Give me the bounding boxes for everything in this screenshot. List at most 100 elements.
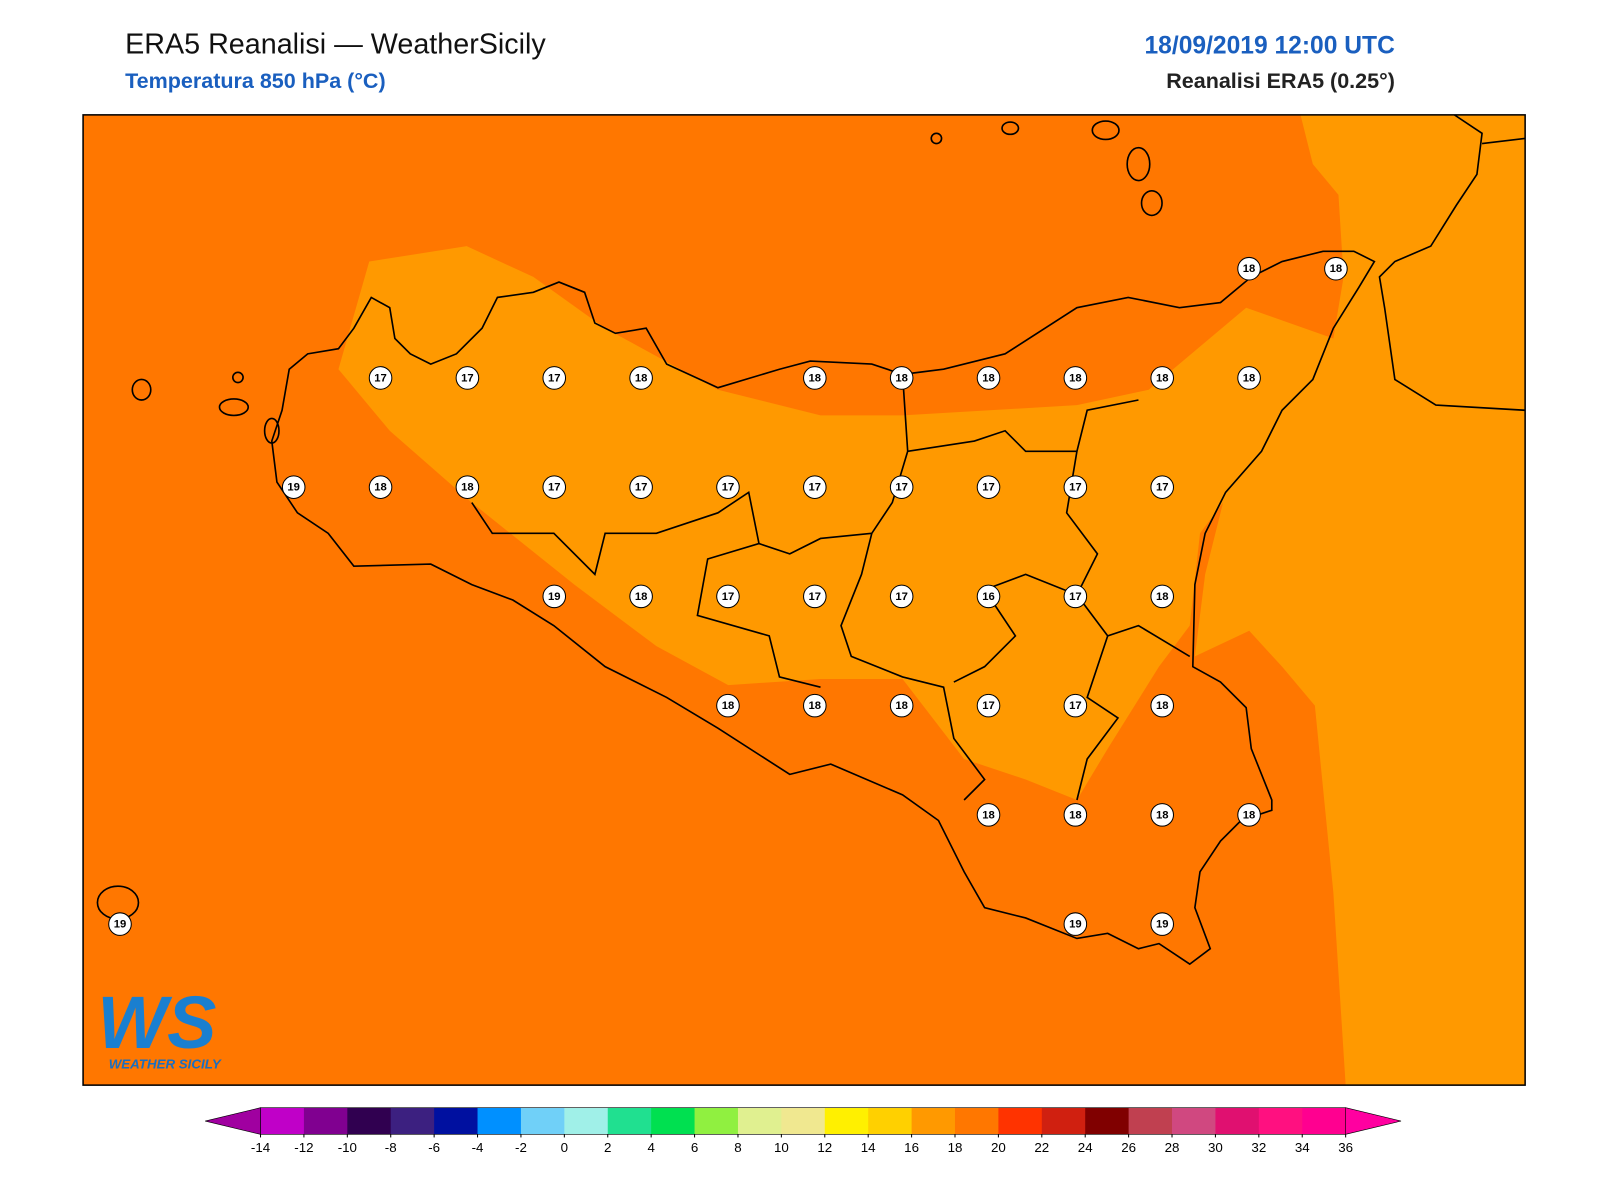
colorbar-tick-label: -8 [385,1140,397,1155]
station-value: 18 [982,372,995,384]
station-marker [976,366,1001,390]
station-value: 19 [287,482,300,494]
colorbar-box [868,1107,913,1135]
station: 17 [1063,693,1088,718]
colorbar-box [1041,1107,1086,1135]
station-value: 17 [1156,482,1169,494]
station: 19 [108,912,132,936]
station: 17 [1150,475,1175,499]
station-marker [803,475,827,499]
station-value: 18 [374,482,387,494]
station-value: 17 [548,372,561,384]
station-marker [542,584,567,609]
station-value: 19 [114,919,127,931]
station-marker [889,366,914,390]
colorbar-box [1302,1107,1347,1135]
station-value: 18 [982,809,995,821]
colorbar-tick-label: 24 [1078,1140,1093,1155]
station-value: 18 [895,700,908,712]
station-marker [629,584,653,609]
colorbar-box [824,1107,869,1135]
source: Reanalisi ERA5 (0.25°) [1166,69,1395,93]
station-value: 18 [809,700,822,712]
colorbar-tick-label: 18 [948,1140,963,1155]
station-value: 18 [1243,372,1256,384]
station-value: 17 [982,482,995,494]
station: 17 [455,366,480,390]
station-value: 17 [1069,700,1082,712]
station: 18 [889,366,914,390]
station-value: 18 [635,591,648,603]
station-value: 17 [809,482,822,494]
station-marker [976,803,1001,827]
colorbar: -14 -12 -10 -8 -6 -4 -2 0 2 4 6 8 10 12 14 16 18 20 22 24 26… [205,1107,1402,1155]
colorbar-tick-label: 22 [1034,1140,1049,1155]
station-value: 19 [1069,919,1082,931]
station-value: 18 [1330,263,1343,275]
station-value: 17 [1069,482,1082,494]
station: 17 [368,366,393,390]
province-borders [471,374,1191,801]
colorbar-box [260,1107,305,1135]
colorbar-box [911,1107,956,1135]
station: 17 [803,475,827,499]
station-marker [1237,256,1261,281]
station-marker [1237,803,1261,827]
datetime: 18/09/2019 12:00 UTC [1144,32,1395,59]
colorbar-tick-label: -12 [294,1140,313,1155]
station-marker [1150,803,1175,827]
colorbar-tick-label: 2 [604,1140,611,1155]
colorbar-box [998,1107,1043,1135]
station-marker [542,475,567,499]
colorbar-tick-label: 16 [904,1140,919,1155]
station: 17 [1063,584,1088,609]
station-marker [629,475,653,499]
field-16-18 [338,246,1334,801]
station-value: 18 [722,700,735,712]
station-marker [1150,366,1175,390]
coastline-sicily [270,250,1376,966]
colorbar-tick-label: 34 [1295,1140,1310,1155]
station-marker [1150,584,1175,609]
station-value: 18 [895,372,908,384]
station: 18 [1150,693,1175,718]
field-16-18 [1194,114,1526,1086]
station-value: 17 [809,591,822,603]
station: 18 [1063,803,1088,827]
station-marker [1063,366,1088,390]
station: 19 [542,584,567,609]
station-marker [889,584,914,609]
colorbar-box [737,1107,782,1135]
station-value: 17 [374,372,387,384]
colorbar-tick-label: 14 [861,1140,876,1155]
colorbar-tick-label: 28 [1165,1140,1180,1155]
logo-caption: WEATHER SICILY [109,1057,222,1072]
station: 18 [1237,803,1261,827]
colorbar-box [390,1107,435,1135]
station-marker [716,475,740,499]
colorbar-box [1128,1107,1173,1135]
station-marker [1063,803,1088,827]
logo: WS WEATHER SICILY [97,981,221,1072]
station: 18 [976,803,1001,827]
station-value: 18 [1156,700,1169,712]
station-value: 17 [722,482,735,494]
islands [96,120,1163,920]
colorbar-tick-label: 0 [561,1140,568,1155]
colorbar-under [205,1107,261,1135]
station: 19 [1063,912,1088,936]
colorbar-tick-label: 20 [991,1140,1006,1155]
station: 17 [976,693,1001,718]
colorbar-tick-label: 8 [734,1140,741,1155]
colorbar-tick-label: 12 [817,1140,832,1155]
colorbar-tick-label: 32 [1251,1140,1266,1155]
station-marker [1063,584,1088,609]
colorbar-box [781,1107,826,1135]
station: 17 [716,584,740,609]
station: 18 [976,366,1001,390]
map-frame [82,114,1526,1086]
station-marker [889,693,914,718]
station-marker [976,693,1001,718]
station-marker [1063,912,1088,936]
